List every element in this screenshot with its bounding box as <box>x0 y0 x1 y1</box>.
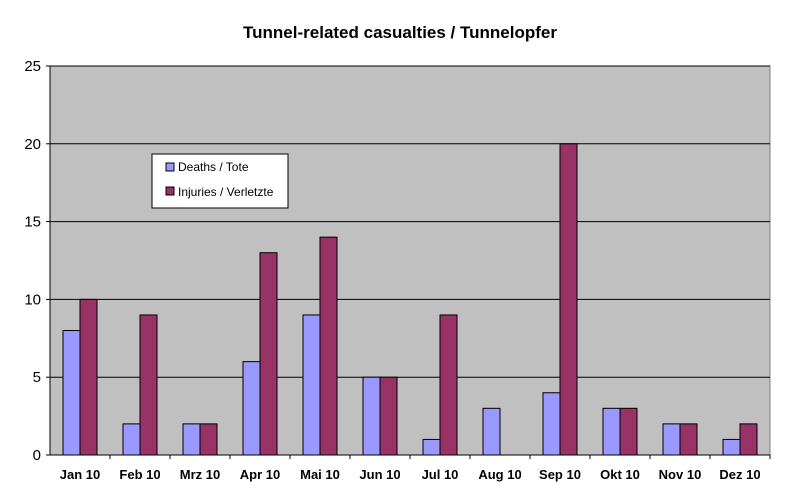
bar-deaths <box>62 330 81 456</box>
bar-deaths <box>362 376 381 456</box>
bar-injuries <box>139 314 158 456</box>
x-tick-label: Mrz 10 <box>180 467 220 482</box>
bar-deaths <box>482 407 501 456</box>
y-tick-label: 25 <box>24 58 41 75</box>
legend-label-injuries: Injuries / Verletzte <box>178 185 274 199</box>
legend-box <box>151 153 289 209</box>
y-tick-label: 5 <box>33 369 41 386</box>
bar-injuries <box>379 376 398 456</box>
legend-label-deaths: Deaths / Tote <box>178 160 249 174</box>
bar-deaths <box>422 438 441 456</box>
bar-deaths <box>542 392 561 456</box>
x-tick-label: Mai 10 <box>300 467 340 482</box>
gridlines <box>50 65 770 378</box>
bar-deaths <box>302 314 321 456</box>
y-tick-label: 15 <box>24 214 41 231</box>
bar-deaths <box>122 423 141 456</box>
x-tick-label: Dez 10 <box>719 467 760 482</box>
x-tick-label: Jun 10 <box>359 467 400 482</box>
legend-swatch-deaths <box>165 162 175 172</box>
bar-deaths <box>722 438 741 456</box>
bar-injuries <box>319 236 338 456</box>
bar-deaths <box>182 423 201 456</box>
x-tick-label: Feb 10 <box>119 467 160 482</box>
y-axis: 0 5 10 15 20 25 <box>24 58 51 464</box>
bar-injuries <box>259 252 278 456</box>
y-tick-label: 10 <box>24 291 41 308</box>
legend-swatch-injuries <box>165 186 175 196</box>
bar-injuries <box>439 314 458 456</box>
bar-injuries <box>199 423 218 456</box>
bar-deaths <box>602 407 621 456</box>
y-tick-label: 20 <box>24 136 41 153</box>
x-tick-label: Okt 10 <box>600 467 640 482</box>
chart-title: Tunnel-related casualties / Tunnelopfer <box>243 23 557 42</box>
x-axis: Jan 10 Feb 10 Mrz 10 Apr 10 Mai 10 Jun 10 Jul … <box>50 454 771 482</box>
x-tick-label: Aug 10 <box>478 467 521 482</box>
bar-injuries <box>559 143 578 456</box>
bar-deaths <box>662 423 681 456</box>
bar-injuries <box>619 407 638 456</box>
bar-injuries <box>679 423 698 456</box>
x-tick-label: Apr 10 <box>240 467 280 482</box>
legend: Deaths / Tote Injuries / Verletzte <box>151 153 289 209</box>
x-tick-label: Jul 10 <box>422 467 459 482</box>
x-tick-label: Nov 10 <box>659 467 702 482</box>
bar-injuries <box>79 298 98 456</box>
plot-area <box>49 65 771 456</box>
x-tick-label: Jan 10 <box>60 467 100 482</box>
bars <box>62 143 758 456</box>
bar-deaths <box>242 361 261 456</box>
bar-injuries <box>739 423 758 456</box>
x-tick-label: Sep 10 <box>539 467 581 482</box>
y-tick-label: 0 <box>33 447 41 464</box>
